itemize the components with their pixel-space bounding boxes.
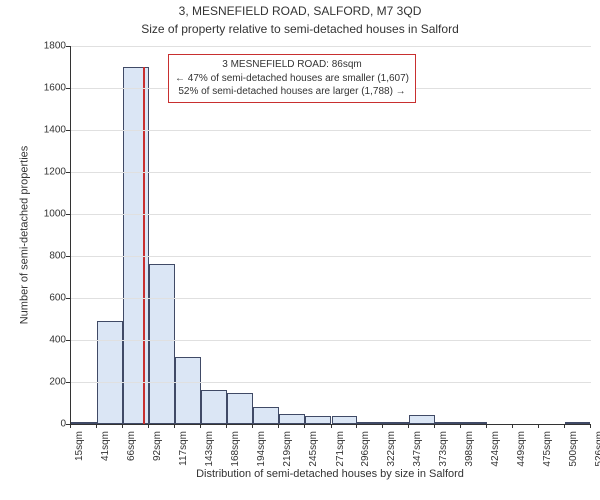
- y-tick-mark: [66, 256, 70, 257]
- plot-area: [70, 46, 591, 425]
- x-tick-label: 66sqm: [126, 431, 137, 461]
- histogram-bar: [565, 422, 591, 424]
- histogram-bar: [175, 357, 201, 424]
- x-tick-mark: [590, 424, 591, 428]
- x-tick-label: 398sqm: [464, 431, 475, 467]
- histogram-bar: [149, 264, 175, 424]
- x-tick-label: 322sqm: [386, 431, 397, 467]
- x-tick-mark: [252, 424, 253, 428]
- gridline: [71, 298, 591, 299]
- histogram-bar: [201, 390, 227, 424]
- x-tick-label: 143sqm: [204, 431, 215, 467]
- histogram-bar: [71, 422, 97, 424]
- x-tick-mark: [331, 424, 332, 428]
- x-tick-label: 219sqm: [282, 431, 293, 467]
- x-tick-label: 271sqm: [335, 431, 346, 467]
- x-tick-mark: [564, 424, 565, 428]
- x-tick-label: 92sqm: [152, 431, 163, 461]
- annotation-box: 3 MESNEFIELD ROAD: 86sqm ← 47% of semi-d…: [168, 54, 416, 103]
- page-title: 3, MESNEFIELD ROAD, SALFORD, M7 3QD: [0, 4, 600, 18]
- annotation-line-3: 52% of semi-detached houses are larger (…: [175, 85, 409, 99]
- y-tick-label: 1800: [32, 41, 66, 52]
- x-tick-mark: [538, 424, 539, 428]
- x-tick-label: 117sqm: [178, 431, 189, 466]
- x-tick-mark: [226, 424, 227, 428]
- x-tick-label: 373sqm: [438, 431, 449, 467]
- x-tick-label: 168sqm: [230, 431, 241, 467]
- x-tick-label: 347sqm: [412, 431, 423, 467]
- x-tick-label: 245sqm: [308, 431, 319, 467]
- y-tick-mark: [66, 130, 70, 131]
- histogram-bar: [357, 422, 383, 424]
- x-tick-mark: [460, 424, 461, 428]
- gridline: [71, 382, 591, 383]
- y-tick-label: 200: [32, 377, 66, 388]
- histogram-bar: [279, 414, 305, 425]
- histogram-bar: [332, 416, 358, 424]
- x-tick-mark: [174, 424, 175, 428]
- histogram-bar: [435, 422, 461, 424]
- annotation-line-2: ← 47% of semi-detached houses are smalle…: [175, 72, 409, 86]
- x-tick-mark: [408, 424, 409, 428]
- x-tick-label: 296sqm: [360, 431, 371, 467]
- gridline: [71, 46, 591, 47]
- chart-subtitle: Size of property relative to semi-detach…: [0, 22, 600, 36]
- x-tick-mark: [304, 424, 305, 428]
- x-axis-label: Distribution of semi-detached houses by …: [30, 468, 600, 480]
- gridline: [71, 130, 591, 131]
- gridline: [71, 214, 591, 215]
- y-tick-mark: [66, 298, 70, 299]
- x-tick-mark: [70, 424, 71, 428]
- x-tick-mark: [148, 424, 149, 428]
- x-tick-label: 194sqm: [256, 431, 267, 467]
- histogram-bar: [461, 422, 487, 424]
- bars-layer: [71, 46, 591, 424]
- x-tick-label: 424sqm: [490, 431, 501, 467]
- gridline: [71, 172, 591, 173]
- x-tick-mark: [382, 424, 383, 428]
- x-tick-label: 15sqm: [74, 431, 85, 461]
- x-tick-label: 449sqm: [516, 431, 527, 467]
- x-tick-mark: [278, 424, 279, 428]
- x-tick-label: 526sqm: [594, 431, 600, 467]
- y-axis-label: Number of semi-detached properties: [18, 46, 30, 424]
- x-tick-label: 41sqm: [100, 431, 111, 461]
- y-tick-label: 1000: [32, 209, 66, 220]
- x-tick-mark: [512, 424, 513, 428]
- y-tick-label: 1400: [32, 125, 66, 136]
- y-tick-label: 400: [32, 335, 66, 346]
- histogram-bar: [97, 321, 123, 424]
- histogram-bar: [253, 407, 279, 424]
- x-tick-label: 475sqm: [542, 431, 553, 467]
- x-tick-mark: [356, 424, 357, 428]
- x-tick-label: 500sqm: [568, 431, 579, 467]
- histogram-bar: [305, 416, 331, 424]
- marker-line: [143, 67, 145, 424]
- y-tick-mark: [66, 382, 70, 383]
- x-tick-mark: [434, 424, 435, 428]
- y-tick-label: 800: [32, 251, 66, 262]
- y-tick-label: 1200: [32, 167, 66, 178]
- y-tick-mark: [66, 214, 70, 215]
- x-tick-mark: [200, 424, 201, 428]
- x-tick-mark: [122, 424, 123, 428]
- histogram-bar: [383, 422, 409, 424]
- y-tick-label: 600: [32, 293, 66, 304]
- y-tick-label: 1600: [32, 83, 66, 94]
- x-tick-mark: [486, 424, 487, 428]
- y-tick-mark: [66, 46, 70, 47]
- histogram-bar: [409, 415, 435, 424]
- y-tick-mark: [66, 340, 70, 341]
- annotation-line-1: 3 MESNEFIELD ROAD: 86sqm: [175, 58, 409, 72]
- y-tick-mark: [66, 172, 70, 173]
- histogram-bar: [227, 393, 253, 425]
- y-tick-label: 0: [32, 419, 66, 430]
- x-tick-mark: [96, 424, 97, 428]
- y-tick-mark: [66, 88, 70, 89]
- chart-container: 3, MESNEFIELD ROAD, SALFORD, M7 3QD Size…: [0, 0, 600, 500]
- gridline: [71, 340, 591, 341]
- gridline: [71, 256, 591, 257]
